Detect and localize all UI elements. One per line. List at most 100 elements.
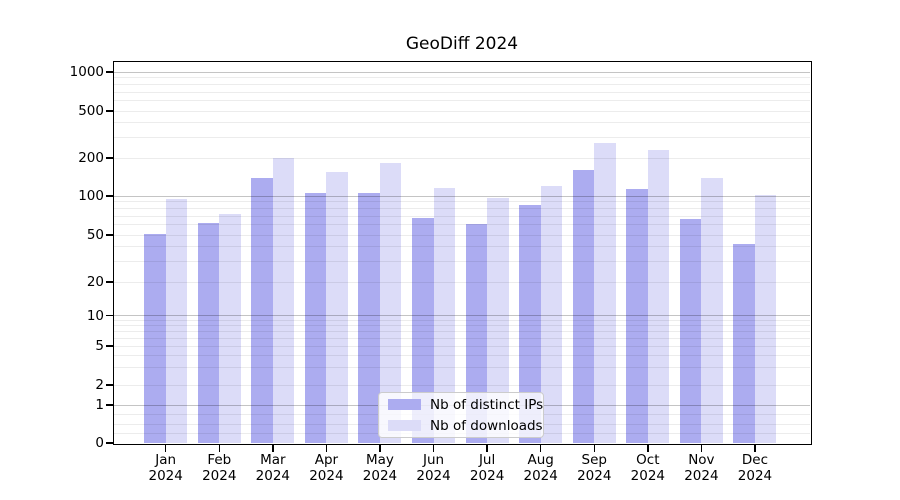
legend-row: Nb of downloads bbox=[379, 417, 543, 435]
x-axis-tick-label: Dec 2024 bbox=[719, 452, 791, 484]
bar-downloads bbox=[272, 158, 295, 443]
y-tick-mark bbox=[105, 384, 113, 386]
bar-distinct-ips bbox=[465, 223, 488, 443]
gridline-minor bbox=[114, 245, 810, 247]
gridline-minor bbox=[114, 91, 810, 93]
gridline-minor bbox=[114, 319, 810, 321]
x-tick-mark bbox=[647, 444, 649, 452]
x-tick-month: Jan bbox=[155, 452, 177, 468]
bar-distinct-ips bbox=[519, 204, 541, 443]
y-axis-tick-label: 100 bbox=[78, 188, 104, 204]
gridline-major bbox=[114, 315, 810, 317]
gridline-minor bbox=[114, 337, 810, 339]
chart-title: GeoDiff 2024 bbox=[405, 34, 519, 54]
y-axis-tick-label: 1 bbox=[95, 397, 104, 413]
x-tick-mark bbox=[754, 444, 756, 452]
y-axis-tick-label: 5 bbox=[95, 338, 104, 354]
x-tick-month: Jul bbox=[478, 452, 496, 468]
y-axis-tick-label: 500 bbox=[78, 103, 104, 119]
y-axis-tick-label: 0 bbox=[95, 435, 104, 451]
y-tick-mark bbox=[105, 314, 113, 317]
x-tick-year: 2024 bbox=[362, 467, 398, 484]
x-tick-year: 2024 bbox=[630, 467, 665, 484]
x-axis-tick-label: Sep 2024 bbox=[558, 452, 630, 484]
x-tick-month: Oct bbox=[636, 452, 660, 468]
bar-distinct-ips bbox=[251, 177, 273, 443]
y-axis-tick-label: 200 bbox=[78, 150, 104, 166]
x-tick-year: 2024 bbox=[577, 467, 612, 484]
x-tick-mark bbox=[218, 444, 221, 452]
y-tick-mark bbox=[105, 442, 113, 444]
x-axis-tick-label: Apr 2024 bbox=[290, 452, 362, 484]
y-tick-mark bbox=[105, 71, 113, 73]
x-tick-month: Sep bbox=[581, 452, 607, 468]
x-axis-tick-label: Feb 2024 bbox=[183, 452, 255, 484]
x-tick-year: 2024 bbox=[255, 467, 290, 484]
legend-label: Nb of downloads bbox=[430, 417, 543, 434]
bar-distinct-ips bbox=[197, 222, 220, 443]
x-tick-month: Dec bbox=[741, 452, 769, 468]
bar-distinct-ips bbox=[733, 243, 755, 443]
gridline-minor bbox=[114, 367, 810, 369]
x-tick-month: Nov bbox=[688, 452, 715, 468]
gridline-minor bbox=[114, 110, 810, 112]
bar-distinct-ips bbox=[572, 170, 595, 443]
gridline-minor bbox=[114, 384, 810, 386]
y-tick-mark bbox=[105, 195, 113, 197]
gridline-major bbox=[114, 71, 810, 73]
gridline-minor bbox=[114, 260, 810, 262]
y-tick-mark bbox=[105, 157, 113, 159]
y-tick-mark bbox=[105, 281, 113, 283]
bar-distinct-ips bbox=[304, 193, 327, 443]
gridline-minor bbox=[114, 224, 810, 226]
y-tick-mark bbox=[105, 110, 113, 112]
y-tick-mark bbox=[105, 345, 113, 347]
bar-downloads bbox=[754, 194, 777, 443]
gridline-minor bbox=[114, 330, 810, 332]
x-tick-month: Apr bbox=[314, 452, 339, 468]
x-axis-tick-label: Jan 2024 bbox=[130, 452, 202, 484]
gridline-minor bbox=[114, 77, 810, 79]
bar-downloads bbox=[219, 214, 241, 443]
bar-downloads bbox=[487, 198, 509, 443]
y-axis-tick-label: 20 bbox=[86, 274, 104, 290]
x-tick-mark bbox=[379, 444, 381, 452]
x-axis-tick-label: May 2024 bbox=[344, 452, 416, 484]
y-axis-tick-label: 50 bbox=[86, 227, 104, 243]
x-tick-mark bbox=[272, 444, 274, 452]
bar-distinct-ips bbox=[679, 219, 702, 443]
x-tick-year: 2024 bbox=[148, 467, 183, 484]
x-tick-month: Mar bbox=[260, 452, 286, 468]
y-tick-mark bbox=[105, 404, 113, 406]
y-axis-tick-label: 10 bbox=[86, 307, 104, 324]
x-tick-year: 2024 bbox=[523, 467, 558, 484]
gridline-minor bbox=[114, 100, 810, 102]
legend-row: Nb of distinct IPs bbox=[379, 396, 543, 414]
bar-downloads bbox=[540, 186, 563, 443]
x-tick-year: 2024 bbox=[416, 467, 451, 484]
x-axis-tick-label: Aug 2024 bbox=[505, 452, 577, 484]
bar-distinct-ips bbox=[412, 217, 434, 443]
bar-distinct-ips bbox=[626, 189, 648, 443]
x-tick-year: 2024 bbox=[469, 467, 505, 484]
bar-downloads bbox=[326, 171, 348, 443]
legend-label: Nb of distinct IPs bbox=[430, 396, 544, 413]
legend-swatch bbox=[388, 399, 421, 410]
x-tick-year: 2024 bbox=[737, 467, 773, 484]
x-tick-mark bbox=[700, 444, 703, 452]
legend: Nb of distinct IPs Nb of downloads bbox=[378, 392, 544, 438]
bar-downloads bbox=[594, 143, 616, 443]
gridline-major bbox=[114, 195, 810, 197]
x-tick-mark bbox=[325, 444, 328, 452]
bar-downloads bbox=[433, 188, 456, 443]
x-tick-mark bbox=[593, 444, 595, 452]
gridline-minor bbox=[114, 234, 810, 236]
x-tick-year: 2024 bbox=[309, 467, 344, 484]
x-tick-mark bbox=[432, 444, 435, 452]
gridline-minor bbox=[114, 281, 810, 283]
bar-distinct-ips bbox=[144, 233, 166, 443]
legend-swatch bbox=[388, 420, 421, 431]
bar-downloads bbox=[647, 149, 670, 443]
x-tick-mark bbox=[164, 444, 167, 452]
x-tick-month: May bbox=[366, 452, 394, 468]
